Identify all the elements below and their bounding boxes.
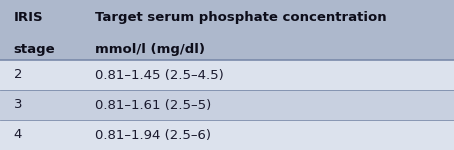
Text: 0.81–1.94 (2.5–6): 0.81–1.94 (2.5–6) [95,129,212,141]
Text: stage: stage [14,43,55,56]
Text: 3: 3 [14,99,22,111]
Bar [0,60,454,90]
Bar [0,0,454,60]
Bar [0,120,454,150]
Text: 0.81–1.61 (2.5–5): 0.81–1.61 (2.5–5) [95,99,212,111]
Text: Target serum phosphate concentration: Target serum phosphate concentration [95,11,387,24]
Text: mmol/l (mg/dl): mmol/l (mg/dl) [95,43,205,56]
Text: 4: 4 [14,129,22,141]
Text: 0.81–1.45 (2.5–4.5): 0.81–1.45 (2.5–4.5) [95,69,224,81]
Text: 2: 2 [14,69,22,81]
Text: IRIS: IRIS [14,11,43,24]
Bar [0,90,454,120]
